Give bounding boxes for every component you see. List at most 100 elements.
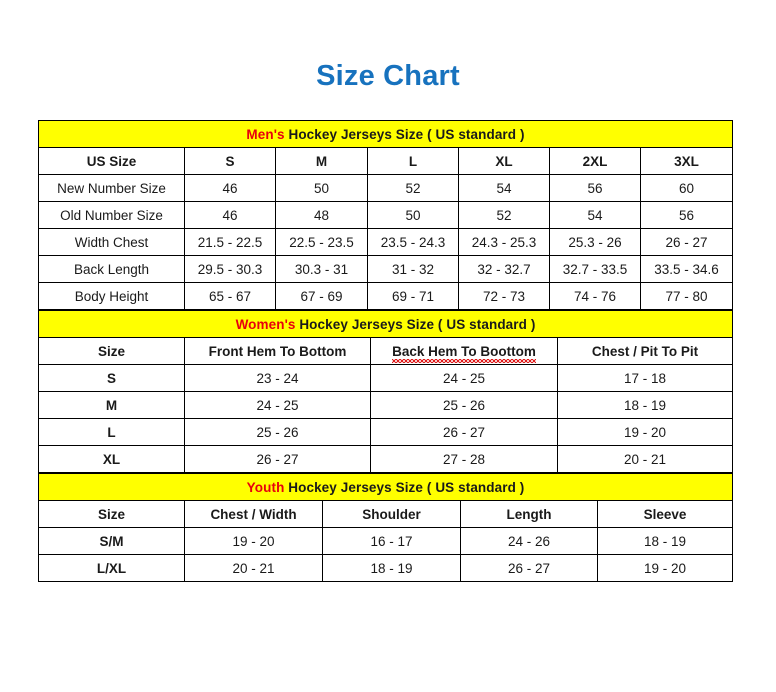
mens-row-label: Old Number Size <box>38 201 185 229</box>
womens-col-header: Size <box>38 337 185 365</box>
mens-col-header: M <box>275 147 368 175</box>
womens-data-cell: 26 - 27 <box>370 418 558 446</box>
mens-data-cell: 50 <box>275 174 368 202</box>
youth-banner-rest: Hockey Jerseys Size ( US standard ) <box>284 479 525 495</box>
mens-data-cell: 56 <box>639 201 734 229</box>
mens-col-header: US Size <box>38 147 185 175</box>
youth-col-header: Shoulder <box>322 500 461 528</box>
mens-row-label: Body Height <box>38 282 185 310</box>
mens-banner-gender: Men's <box>246 126 285 142</box>
mens-data-cell: 54 <box>458 174 550 202</box>
womens-col-header: Chest / Pit To Pit <box>556 337 734 365</box>
mens-data-cell: 50 <box>367 201 459 229</box>
table-row: Width Chest 21.5 - 22.5 22.5 - 23.5 23.5… <box>38 228 734 256</box>
mens-data-cell: 56 <box>549 174 641 202</box>
womens-size-label: S <box>38 364 185 392</box>
youth-data-cell: 19 - 20 <box>184 527 323 555</box>
mens-row-label: Width Chest <box>38 228 185 256</box>
youth-data-cell: 24 - 26 <box>460 527 598 555</box>
youth-banner-row: Youth Hockey Jerseys Size ( US standard … <box>37 473 734 501</box>
table-row: New Number Size 46 50 52 54 56 60 <box>38 174 734 202</box>
mens-data-cell: 31 - 32 <box>367 255 459 283</box>
youth-col-header: Size <box>38 500 185 528</box>
mens-col-header: 3XL <box>639 147 734 175</box>
youth-data-cell: 16 - 17 <box>322 527 461 555</box>
youth-data-cell: 20 - 21 <box>184 554 323 582</box>
table-row: S 23 - 24 24 - 25 17 - 18 <box>38 364 734 392</box>
youth-col-header: Sleeve <box>596 500 734 528</box>
size-chart-container: Men's Hockey Jerseys Size ( US standard … <box>37 120 734 582</box>
table-row: Body Height 65 - 67 67 - 69 69 - 71 72 -… <box>38 282 734 310</box>
mens-data-cell: 32.7 - 33.5 <box>549 255 641 283</box>
womens-data-cell: 25 - 26 <box>184 418 371 446</box>
womens-size-label: XL <box>38 445 185 473</box>
mens-size-table: Men's Hockey Jerseys Size ( US standard … <box>37 120 734 310</box>
womens-data-cell: 17 - 18 <box>556 364 734 392</box>
page-title: Size Chart <box>316 60 460 92</box>
youth-banner-cell: Youth Hockey Jerseys Size ( US standard … <box>37 473 734 501</box>
youth-size-label: L/XL <box>38 554 185 582</box>
mens-data-cell: 52 <box>367 174 459 202</box>
womens-data-cell: 20 - 21 <box>556 445 734 473</box>
womens-data-cell: 19 - 20 <box>556 418 734 446</box>
mens-data-cell: 65 - 67 <box>184 282 276 310</box>
table-row: L/XL 20 - 21 18 - 19 26 - 27 19 - 20 <box>38 554 734 582</box>
youth-col-header: Length <box>460 500 598 528</box>
womens-banner-row: Women's Hockey Jerseys Size ( US standar… <box>37 310 734 338</box>
mens-data-cell: 52 <box>458 201 550 229</box>
mens-header-row: US Size S M L XL 2XL 3XL <box>38 147 734 175</box>
mens-col-header: 2XL <box>549 147 641 175</box>
mens-data-cell: 60 <box>639 174 734 202</box>
mens-data-cell: 46 <box>184 174 276 202</box>
table-row: Back Length 29.5 - 30.3 30.3 - 31 31 - 3… <box>38 255 734 283</box>
mens-data-cell: 67 - 69 <box>275 282 368 310</box>
mens-data-cell: 22.5 - 23.5 <box>275 228 368 256</box>
mens-data-cell: 21.5 - 22.5 <box>184 228 276 256</box>
mens-data-cell: 30.3 - 31 <box>275 255 368 283</box>
mens-data-cell: 26 - 27 <box>639 228 734 256</box>
womens-size-table: Women's Hockey Jerseys Size ( US standar… <box>37 310 734 473</box>
youth-col-header: Chest / Width <box>184 500 323 528</box>
youth-size-label: S/M <box>38 527 185 555</box>
mens-data-cell: 46 <box>184 201 276 229</box>
womens-data-cell: 18 - 19 <box>556 391 734 419</box>
mens-row-label: Back Length <box>38 255 185 283</box>
womens-data-cell: 27 - 28 <box>370 445 558 473</box>
mens-data-cell: 74 - 76 <box>549 282 641 310</box>
womens-data-cell: 23 - 24 <box>184 364 371 392</box>
mens-data-cell: 32 - 32.7 <box>458 255 550 283</box>
youth-header-row: Size Chest / Width Shoulder Length Sleev… <box>38 500 734 528</box>
mens-col-header: XL <box>458 147 550 175</box>
mens-col-header: L <box>367 147 459 175</box>
mens-col-header: S <box>184 147 276 175</box>
womens-col-header-misspelled: Back Hem To Boottom <box>370 337 558 365</box>
mens-banner-row: Men's Hockey Jerseys Size ( US standard … <box>37 120 734 148</box>
womens-data-cell: 26 - 27 <box>184 445 371 473</box>
mens-data-cell: 29.5 - 30.3 <box>184 255 276 283</box>
mens-data-cell: 25.3 - 26 <box>549 228 641 256</box>
mens-banner-rest: Hockey Jerseys Size ( US standard ) <box>284 126 525 142</box>
misspelled-text: Back Hem To Boottom <box>392 343 536 363</box>
youth-data-cell: 18 - 19 <box>596 527 734 555</box>
mens-data-cell: 48 <box>275 201 368 229</box>
table-row: XL 26 - 27 27 - 28 20 - 21 <box>38 445 734 473</box>
table-row: M 24 - 25 25 - 26 18 - 19 <box>38 391 734 419</box>
youth-data-cell: 26 - 27 <box>460 554 598 582</box>
table-row: Old Number Size 46 48 50 52 54 56 <box>38 201 734 229</box>
mens-row-label: New Number Size <box>38 174 185 202</box>
mens-data-cell: 33.5 - 34.6 <box>639 255 734 283</box>
womens-size-label: L <box>38 418 185 446</box>
womens-col-header: Front Hem To Bottom <box>184 337 371 365</box>
mens-data-cell: 23.5 - 24.3 <box>367 228 459 256</box>
youth-data-cell: 18 - 19 <box>322 554 461 582</box>
womens-size-label: M <box>38 391 185 419</box>
womens-banner-rest: Hockey Jerseys Size ( US standard ) <box>295 316 536 332</box>
mens-data-cell: 24.3 - 25.3 <box>458 228 550 256</box>
table-row: L 25 - 26 26 - 27 19 - 20 <box>38 418 734 446</box>
womens-data-cell: 24 - 25 <box>184 391 371 419</box>
mens-data-cell: 72 - 73 <box>458 282 550 310</box>
mens-data-cell: 69 - 71 <box>367 282 459 310</box>
mens-data-cell: 54 <box>549 201 641 229</box>
womens-banner-cell: Women's Hockey Jerseys Size ( US standar… <box>37 310 734 338</box>
youth-data-cell: 19 - 20 <box>596 554 734 582</box>
